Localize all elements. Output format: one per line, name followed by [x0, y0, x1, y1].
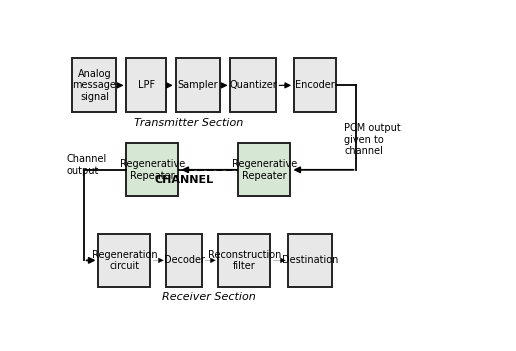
- Text: Analog
message
signal: Analog message signal: [73, 69, 117, 102]
- Text: Regenerative
Repeater: Regenerative Repeater: [232, 159, 297, 181]
- Text: CHANNEL: CHANNEL: [155, 175, 214, 185]
- FancyBboxPatch shape: [72, 58, 117, 112]
- FancyBboxPatch shape: [167, 234, 202, 287]
- FancyBboxPatch shape: [218, 234, 270, 287]
- Text: Encoder: Encoder: [295, 80, 335, 90]
- FancyBboxPatch shape: [294, 58, 336, 112]
- Text: Decoder: Decoder: [164, 256, 205, 265]
- Text: Transmitter Section: Transmitter Section: [134, 118, 243, 128]
- Text: Regenerative
Repeater: Regenerative Repeater: [120, 159, 185, 181]
- Text: Quantizer: Quantizer: [230, 80, 277, 90]
- Text: Receiver Section: Receiver Section: [162, 292, 255, 302]
- FancyBboxPatch shape: [231, 58, 277, 112]
- FancyBboxPatch shape: [126, 58, 167, 112]
- Text: Regeneration
circuit: Regeneration circuit: [92, 250, 157, 271]
- FancyBboxPatch shape: [175, 58, 220, 112]
- Text: PCM output
given to
channel: PCM output given to channel: [345, 123, 401, 157]
- FancyBboxPatch shape: [126, 144, 179, 196]
- Text: Destination: Destination: [282, 256, 338, 265]
- Text: Channel
output: Channel output: [67, 154, 107, 176]
- FancyBboxPatch shape: [288, 234, 332, 287]
- FancyBboxPatch shape: [238, 144, 291, 196]
- Text: Reconstruction
filter: Reconstruction filter: [208, 250, 281, 271]
- Text: LPF: LPF: [138, 80, 155, 90]
- Text: Sampler: Sampler: [178, 80, 218, 90]
- FancyBboxPatch shape: [99, 234, 151, 287]
